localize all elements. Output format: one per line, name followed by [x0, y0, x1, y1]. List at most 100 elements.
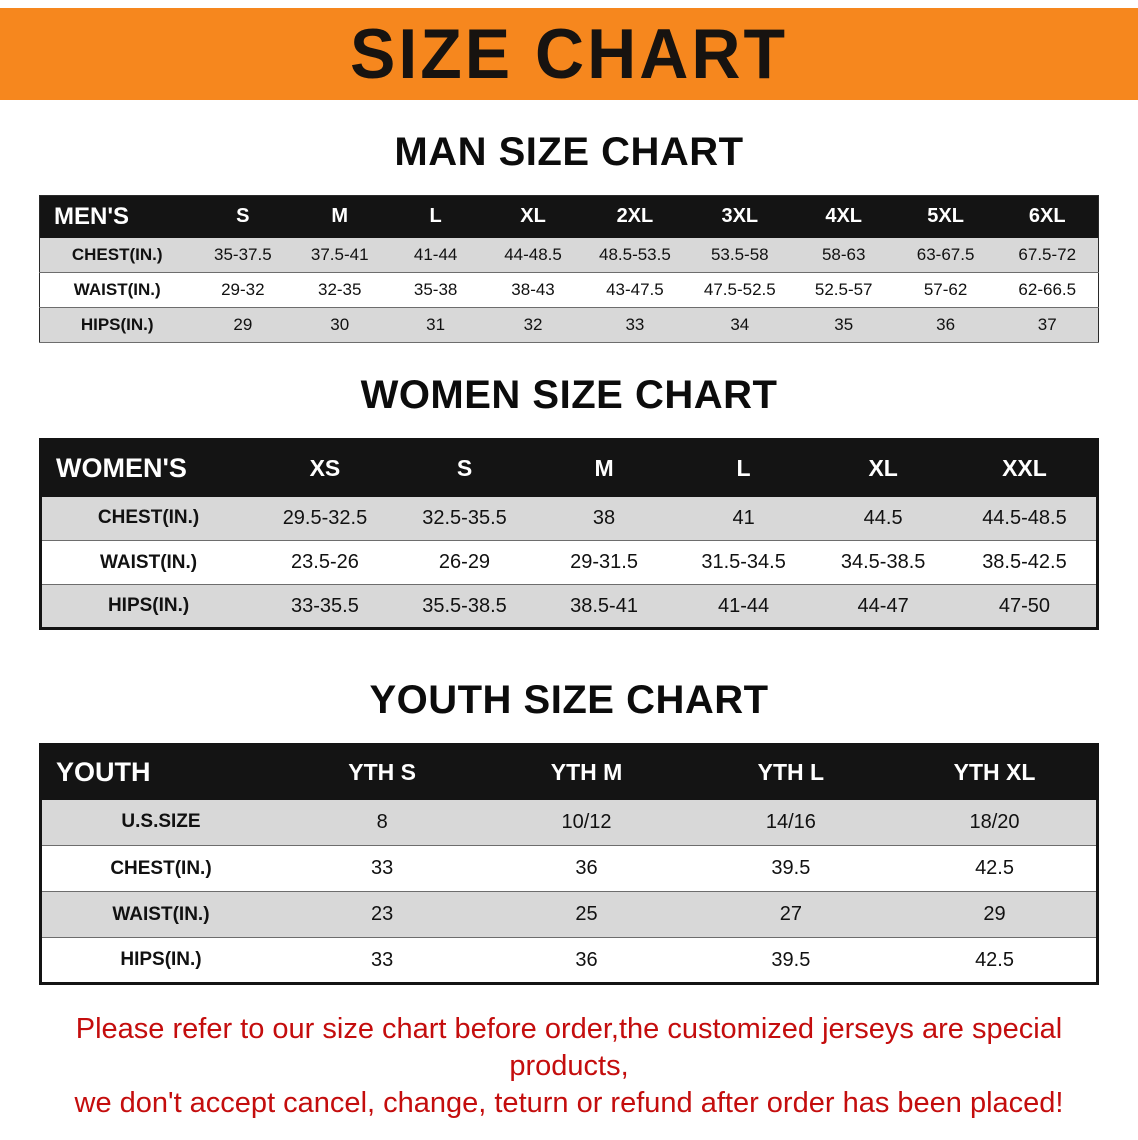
size-value: 33-35.5	[291, 594, 359, 617]
size-value: 44-48.5	[504, 244, 562, 264]
men-header-row: MEN'S S M L XL 2XL 3XL 4XL 5XL 6XL	[39, 195, 1099, 238]
size-value: 47-50	[998, 594, 1051, 617]
size-value: 52.5-57	[814, 280, 873, 299]
size-value: 42.5	[975, 857, 1014, 879]
size-value: 41	[732, 506, 755, 529]
youth-size-table: YOUTH YTH S YTH M YTH L YTH XL U.S.SIZE …	[39, 743, 1099, 985]
size-value: 63-67.5	[916, 244, 975, 264]
size-value: 29	[233, 315, 253, 334]
size-value: 48.5-53.5	[598, 244, 671, 264]
size-value: 42.5	[975, 948, 1014, 971]
men-size-col: 5XL	[927, 205, 964, 228]
size-chart-banner: SIZE CHART	[0, 8, 1138, 100]
youth-hips-row: HIPS(IN.) 33 36 39.5 42.5	[40, 937, 1098, 984]
youth-ussize-row: U.S.SIZE 8 10/12 14/16 18/20	[40, 799, 1098, 846]
row-label: U.S.SIZE	[121, 811, 201, 833]
youth-chest-row: CHEST(IN.) 33 36 39.5 42.5	[40, 845, 1098, 892]
row-label: HIPS(IN.)	[107, 595, 190, 616]
row-label: HIPS(IN.)	[120, 949, 202, 970]
men-size-col: M	[331, 205, 349, 228]
size-value: 44-47	[857, 594, 909, 617]
size-value: 29-32	[221, 280, 265, 299]
youth-waist-row: WAIST(IN.) 23 25 27 29	[40, 891, 1098, 938]
size-value: 41-44	[718, 594, 770, 617]
youth-size-col: YTH S	[348, 759, 417, 786]
size-value: 67.5-72	[1018, 244, 1077, 264]
women-waist-row: WAIST(IN.) 23.5-26 26-29 29-31.5 31.5-34…	[40, 540, 1098, 585]
size-value: 34	[730, 315, 750, 334]
women-size-col: XL	[868, 455, 898, 482]
size-value: 36	[936, 315, 956, 334]
men-size-col: S	[236, 205, 250, 228]
size-value: 31.5-34.5	[701, 551, 786, 573]
women-chart-heading: WOMEN SIZE CHART	[360, 373, 778, 417]
men-corner-label: MEN'S	[54, 202, 130, 230]
size-value: 33	[371, 948, 394, 971]
size-value: 37	[1037, 315, 1057, 334]
size-value: 29	[983, 903, 1006, 925]
banner-title: SIZE CHART	[350, 14, 788, 94]
men-size-col: L	[429, 205, 442, 228]
size-value: 39.5	[771, 857, 811, 879]
row-label: WAIST(IN.)	[73, 280, 161, 299]
size-value: 58-63	[821, 244, 866, 264]
size-value: 62-66.5	[1018, 280, 1077, 299]
youth-size-col: YTH L	[757, 759, 825, 786]
size-value: 38.5-42.5	[982, 551, 1067, 573]
size-value: 23.5-26	[291, 551, 359, 573]
size-value: 23	[371, 903, 394, 925]
disclaimer-line-1: Please refer to our size chart before or…	[75, 1013, 1063, 1082]
women-size-table: WOMEN'S XS S M L XL XXL CHEST(IN.) 29.5-…	[39, 438, 1099, 630]
youth-chart-heading: YOUTH SIZE CHART	[369, 678, 769, 722]
size-value: 10/12	[561, 810, 612, 833]
women-size-col: L	[736, 455, 751, 482]
row-label: WAIST(IN.)	[100, 551, 198, 573]
size-value: 38	[592, 506, 616, 529]
women-size-col: M	[594, 455, 614, 482]
size-value: 14/16	[765, 810, 816, 833]
size-value: 44.5	[863, 506, 903, 529]
size-value: 39.5	[771, 948, 811, 971]
women-corner-label: WOMEN'S	[56, 453, 187, 484]
size-value: 53.5-58	[710, 244, 769, 264]
men-chest-row: CHEST(IN.) 35-37.5 37.5-41 41-44 44-48.5…	[39, 237, 1099, 273]
row-label: HIPS(IN.)	[80, 315, 154, 334]
disclaimer-line-2: we don't accept cancel, change, teturn o…	[74, 1087, 1064, 1119]
size-value: 47.5-52.5	[703, 280, 776, 299]
size-chart-page: SIZE CHART MAN SIZE CHART MEN'S S M L XL…	[0, 8, 1138, 1140]
women-chest-row: CHEST(IN.) 29.5-32.5 32.5-35.5 38 41 44.…	[40, 496, 1098, 541]
men-size-table: MEN'S S M L XL 2XL 3XL 4XL 5XL 6XL CHEST…	[39, 195, 1099, 343]
row-label: CHEST(IN.)	[71, 244, 163, 264]
size-value: 43-47.5	[606, 280, 664, 299]
women-header-row: WOMEN'S XS S M L XL XXL	[40, 439, 1098, 497]
size-value: 35.5-38.5	[422, 594, 507, 617]
size-value: 30	[330, 315, 350, 334]
size-value: 34.5-38.5	[840, 551, 926, 573]
size-value: 41-44	[413, 244, 458, 264]
size-value: 38-43	[511, 280, 555, 299]
size-value: 36	[575, 857, 598, 879]
size-value: 29.5-32.5	[282, 506, 368, 529]
men-size-col: 3XL	[721, 205, 759, 228]
row-label: CHEST(IN.)	[97, 507, 200, 529]
size-value: 33	[371, 857, 394, 879]
men-chart-heading: MAN SIZE CHART	[394, 130, 744, 174]
size-value: 36	[575, 948, 598, 971]
youth-header-row: YOUTH YTH S YTH M YTH L YTH XL	[40, 744, 1098, 800]
size-value: 18/20	[969, 810, 1020, 833]
youth-size-col: YTH M	[550, 759, 623, 786]
size-value: 32	[523, 315, 543, 334]
women-size-col: XS	[309, 455, 341, 482]
size-value: 31	[426, 315, 446, 334]
men-size-col: 2XL	[616, 205, 654, 228]
size-value: 32.5-35.5	[422, 506, 507, 529]
size-value: 57-62	[923, 280, 968, 299]
youth-corner-label: YOUTH	[56, 757, 151, 788]
size-value: 35-37.5	[214, 244, 272, 264]
youth-size-col: YTH XL	[953, 759, 1036, 786]
women-size-col: S	[456, 455, 473, 482]
size-value: 33	[625, 315, 645, 334]
row-label: WAIST(IN.)	[112, 903, 210, 925]
men-size-col: XL	[520, 205, 546, 228]
size-value: 35-38	[413, 280, 458, 299]
